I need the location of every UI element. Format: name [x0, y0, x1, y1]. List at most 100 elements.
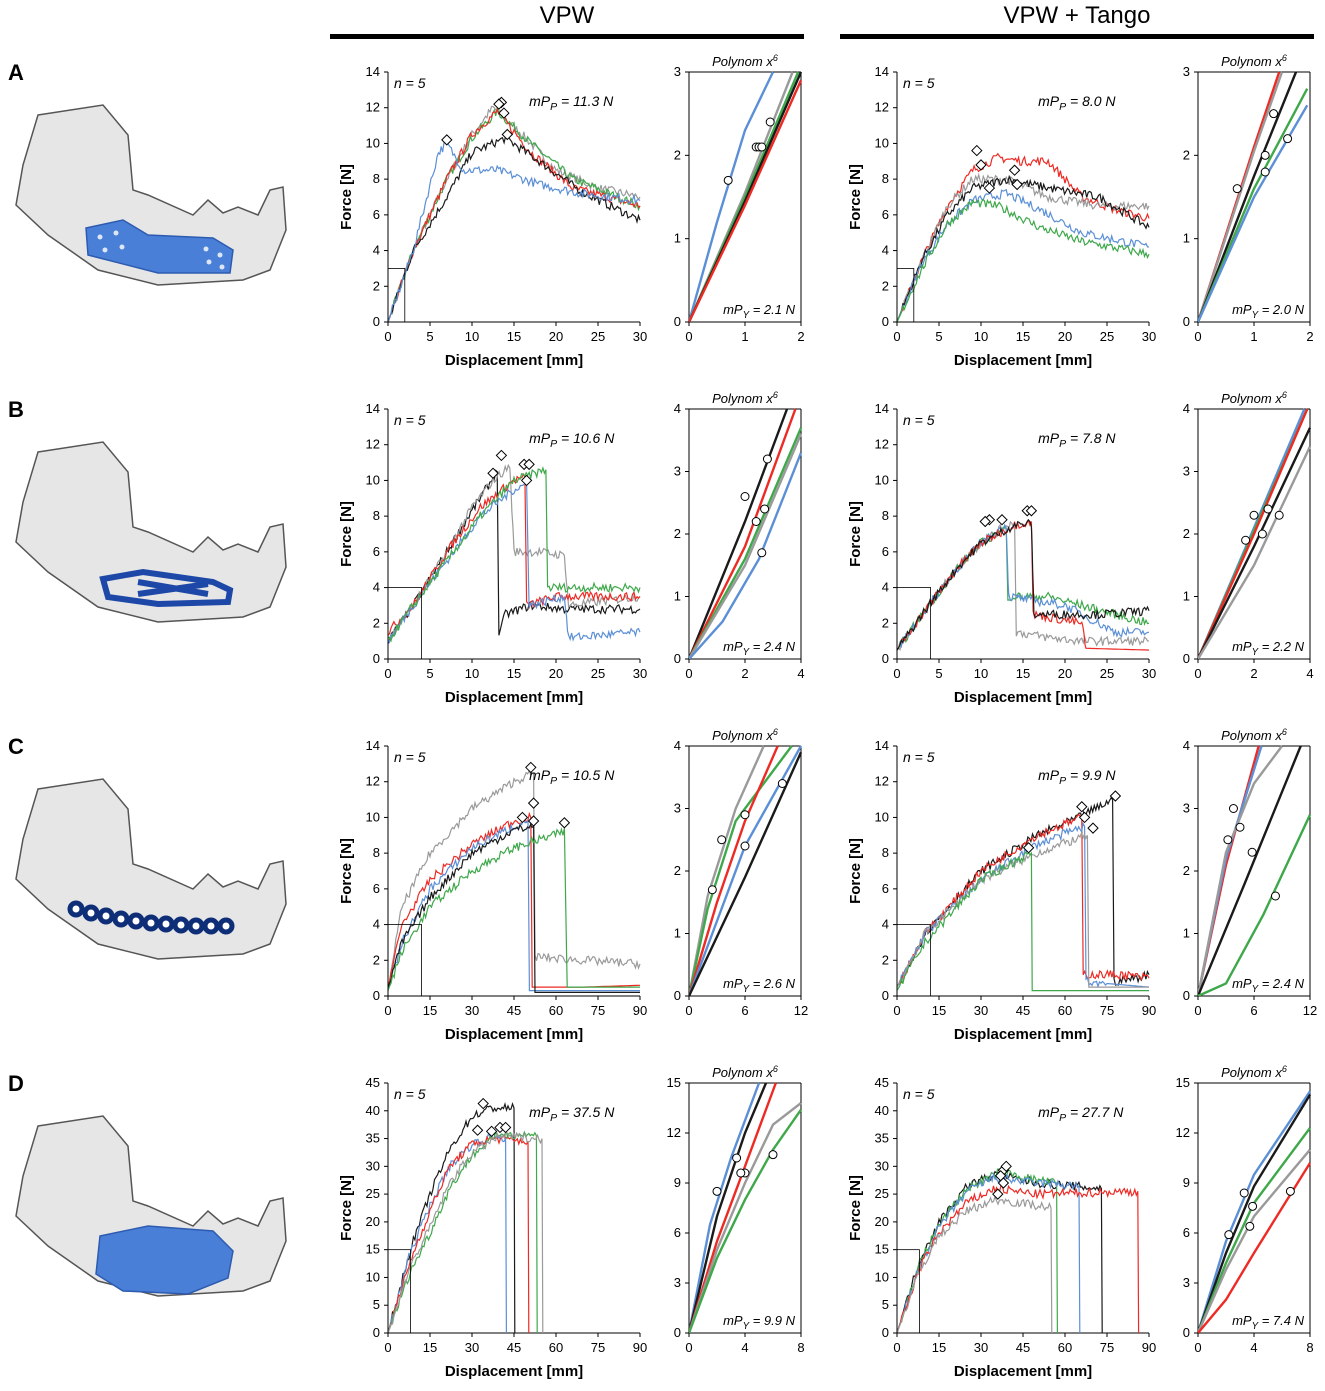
inset-zoom-box: [387, 268, 406, 323]
x-tick-label: 20: [549, 666, 563, 681]
mandible-bone: [15, 441, 287, 623]
plot-area: [1198, 745, 1311, 996]
x-tick-label: 30: [1142, 666, 1156, 681]
y-tick-label: 40: [366, 1103, 380, 1118]
x-tick-label: 0: [893, 1003, 900, 1018]
n-label: n = 5: [903, 749, 935, 765]
y-tick-label: 30: [366, 1158, 380, 1173]
series-line-green: [897, 526, 1150, 651]
yield-marker-blue: [1249, 510, 1259, 520]
yield-marker-black: [732, 1153, 742, 1163]
peak-marker-green: [983, 182, 996, 194]
yield-label: mPY = 2.1 N: [723, 302, 796, 321]
series-line-blue: [388, 1131, 507, 1333]
peak-label: mPP = 7.8 N: [1038, 430, 1116, 450]
y-tick-label: 0: [674, 1325, 681, 1340]
x-tick-label: 90: [633, 1340, 647, 1355]
plot-area: [897, 796, 1150, 992]
series-line-red: [388, 472, 641, 636]
x-tick-label: 25: [591, 666, 605, 681]
y-tick-label: 10: [875, 1269, 889, 1284]
yield-marker-gray: [760, 504, 770, 514]
implant-plate: [85, 219, 234, 274]
chart-D-VPW-main: 0 15 30 45 60 75 90 0 5 10 15 20 25 30 35 40 45 Displacem…: [338, 1075, 647, 1380]
peak-marker-blue: [520, 474, 533, 487]
x-tick-label: 60: [549, 1340, 563, 1355]
peak-marker-green: [1000, 1160, 1012, 1173]
chart-D-Tango-main: 0 15 30 45 60 75 90 0 5 10 15 20 25 30 35 40 45 Displacem…: [847, 1075, 1156, 1380]
y-tick-label: 0: [373, 651, 380, 666]
x-tick-label: 0: [893, 329, 900, 344]
plot-area: [1198, 408, 1311, 659]
n-label: n = 5: [903, 1086, 935, 1102]
y-tick-label: 1: [1183, 231, 1190, 246]
peak-marker-gray: [992, 1188, 1004, 1200]
x-tick-label: 10: [974, 666, 988, 681]
series-line-green: [388, 465, 641, 643]
yield-marker-black: [1239, 1188, 1249, 1198]
x-tick-label: 0: [685, 329, 692, 344]
y-tick-label: 4: [373, 243, 380, 258]
yield-marker-gray: [1228, 804, 1238, 813]
y-tick-label: 8: [882, 508, 889, 523]
series-line-black: [388, 1101, 516, 1333]
series-line-blue: [1198, 1090, 1311, 1333]
inset-zoom-box: [387, 587, 422, 660]
series-line-green: [897, 198, 1150, 322]
yield-marker-green: [1270, 891, 1280, 901]
y-tick-label: 0: [674, 651, 681, 666]
series-line-blue: [388, 482, 641, 644]
y-tick-label: 8: [882, 171, 889, 186]
yield-marker-gray: [707, 885, 717, 895]
peak-marker-blue: [1011, 178, 1023, 191]
peak-label: mPP = 9.9 N: [1038, 767, 1116, 787]
chart-B-VPW-inset: 0 2 4 0 1 2 3 4 Polynom x6: [674, 390, 805, 681]
x-tick-label: 15: [507, 329, 521, 344]
y-axis-label: Force [N]: [338, 1175, 355, 1241]
y-tick-label: 14: [366, 738, 380, 753]
peak-label: mPP = 27.7 N: [1038, 1104, 1124, 1124]
x-tick-label: 0: [893, 666, 900, 681]
plot-area: [897, 1168, 1140, 1333]
row-label-c: C: [8, 734, 24, 759]
inset-zoom-box: [387, 924, 422, 997]
yield-marker-blue: [757, 548, 767, 558]
series-line-gray: [689, 433, 802, 659]
x-tick-label: 15: [932, 1340, 946, 1355]
series-line-red: [388, 1134, 530, 1333]
y-tick-label: 4: [373, 917, 380, 932]
chart-B-Tango-main: 0 5 10 15 20 25 30 0 2 4 6 8 10 12 14 Displacement [mm]…: [847, 401, 1156, 706]
y-tick-label: 2: [882, 952, 889, 967]
y-tick-label: 14: [875, 738, 889, 753]
yield-marker-gray: [1245, 1221, 1255, 1231]
series-line-black: [689, 1082, 768, 1333]
y-tick-label: 15: [366, 1242, 380, 1257]
y-tick-label: 9: [1183, 1175, 1190, 1190]
peak-marker-red: [1025, 505, 1038, 517]
inset-title: Polynom x6: [1221, 1064, 1287, 1080]
inset-title: Polynom x6: [1221, 390, 1287, 406]
x-tick-label: 30: [974, 1340, 988, 1355]
yield-marker-blue: [723, 175, 733, 185]
peak-marker-gray: [487, 467, 499, 479]
y-tick-label: 2: [882, 615, 889, 630]
x-tick-label: 90: [1142, 1003, 1156, 1018]
x-tick-label: 30: [465, 1340, 479, 1355]
x-tick-label: 75: [591, 1003, 605, 1018]
peak-marker-red: [975, 159, 987, 171]
series-line-gray: [689, 745, 765, 996]
x-axis-label: Displacement [mm]: [445, 352, 583, 369]
series-line-black: [689, 408, 789, 659]
chart-B-VPW-main: 0 5 10 15 20 25 30 0 2 4 6 8 10 12 14 Displacement [mm]…: [338, 401, 647, 706]
series-line-gray: [388, 1130, 544, 1333]
y-tick-label: 3: [1183, 464, 1190, 479]
n-label: n = 5: [903, 412, 935, 428]
x-tick-label: 2: [797, 329, 804, 344]
plot-area: [689, 71, 802, 322]
x-tick-label: 75: [1100, 1340, 1114, 1355]
series-line-red: [689, 745, 779, 996]
x-tick-label: 90: [633, 1003, 647, 1018]
